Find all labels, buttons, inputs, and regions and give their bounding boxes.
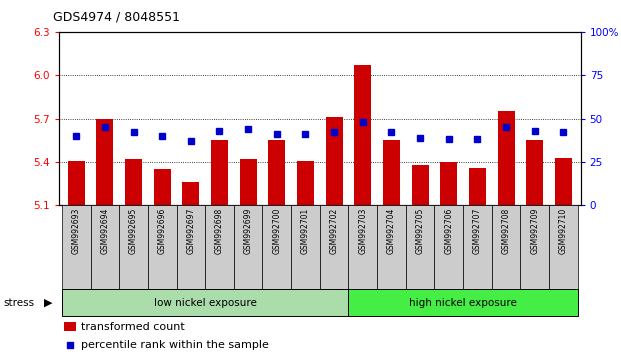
FancyBboxPatch shape — [263, 205, 291, 289]
Bar — [297, 160, 314, 205]
FancyBboxPatch shape — [176, 205, 205, 289]
FancyBboxPatch shape — [291, 205, 320, 289]
Text: GSM992693: GSM992693 — [71, 208, 81, 254]
Text: GSM992698: GSM992698 — [215, 208, 224, 254]
Text: low nickel exposure: low nickel exposure — [154, 298, 256, 308]
FancyBboxPatch shape — [406, 205, 435, 289]
Text: GSM992694: GSM992694 — [101, 208, 109, 254]
Bar — [240, 159, 256, 205]
Bar — [469, 168, 486, 205]
Text: GDS4974 / 8048551: GDS4974 / 8048551 — [53, 11, 180, 24]
Text: high nickel exposure: high nickel exposure — [409, 298, 517, 308]
FancyBboxPatch shape — [492, 205, 520, 289]
Text: GSM992709: GSM992709 — [530, 208, 539, 254]
Bar — [383, 140, 400, 205]
FancyBboxPatch shape — [435, 205, 463, 289]
Bar — [268, 140, 286, 205]
Text: GSM992708: GSM992708 — [502, 208, 510, 254]
Text: transformed count: transformed count — [81, 322, 184, 332]
Text: GSM992710: GSM992710 — [559, 208, 568, 254]
Bar — [325, 117, 343, 205]
Bar — [440, 162, 458, 205]
Text: GSM992699: GSM992699 — [243, 208, 253, 254]
FancyBboxPatch shape — [148, 205, 176, 289]
Bar — [497, 112, 515, 205]
FancyBboxPatch shape — [320, 205, 348, 289]
Bar — [96, 119, 114, 205]
FancyBboxPatch shape — [205, 205, 234, 289]
Text: stress: stress — [3, 298, 34, 308]
Text: GSM992706: GSM992706 — [444, 208, 453, 254]
Text: GSM992707: GSM992707 — [473, 208, 482, 254]
Text: ▶: ▶ — [43, 298, 52, 308]
FancyBboxPatch shape — [463, 205, 492, 289]
Bar — [64, 322, 76, 331]
Bar — [526, 140, 543, 205]
Bar — [153, 169, 171, 205]
Bar — [555, 158, 572, 205]
FancyBboxPatch shape — [62, 289, 348, 316]
Text: GSM992704: GSM992704 — [387, 208, 396, 254]
Text: GSM992700: GSM992700 — [273, 208, 281, 254]
Text: GSM992696: GSM992696 — [158, 208, 166, 254]
FancyBboxPatch shape — [119, 205, 148, 289]
Text: GSM992703: GSM992703 — [358, 208, 367, 254]
FancyBboxPatch shape — [377, 205, 406, 289]
Text: GSM992702: GSM992702 — [330, 208, 338, 254]
FancyBboxPatch shape — [348, 289, 578, 316]
FancyBboxPatch shape — [348, 205, 377, 289]
FancyBboxPatch shape — [234, 205, 263, 289]
FancyBboxPatch shape — [91, 205, 119, 289]
Bar — [412, 165, 428, 205]
FancyBboxPatch shape — [62, 205, 91, 289]
Bar — [68, 160, 85, 205]
Bar — [125, 159, 142, 205]
FancyBboxPatch shape — [549, 205, 578, 289]
Text: GSM992695: GSM992695 — [129, 208, 138, 254]
Text: GSM992701: GSM992701 — [301, 208, 310, 254]
Text: percentile rank within the sample: percentile rank within the sample — [81, 340, 269, 350]
Bar — [182, 182, 199, 205]
Bar — [354, 65, 371, 205]
FancyBboxPatch shape — [520, 205, 549, 289]
Bar — [211, 140, 228, 205]
Text: GSM992705: GSM992705 — [415, 208, 425, 254]
Text: GSM992697: GSM992697 — [186, 208, 196, 254]
